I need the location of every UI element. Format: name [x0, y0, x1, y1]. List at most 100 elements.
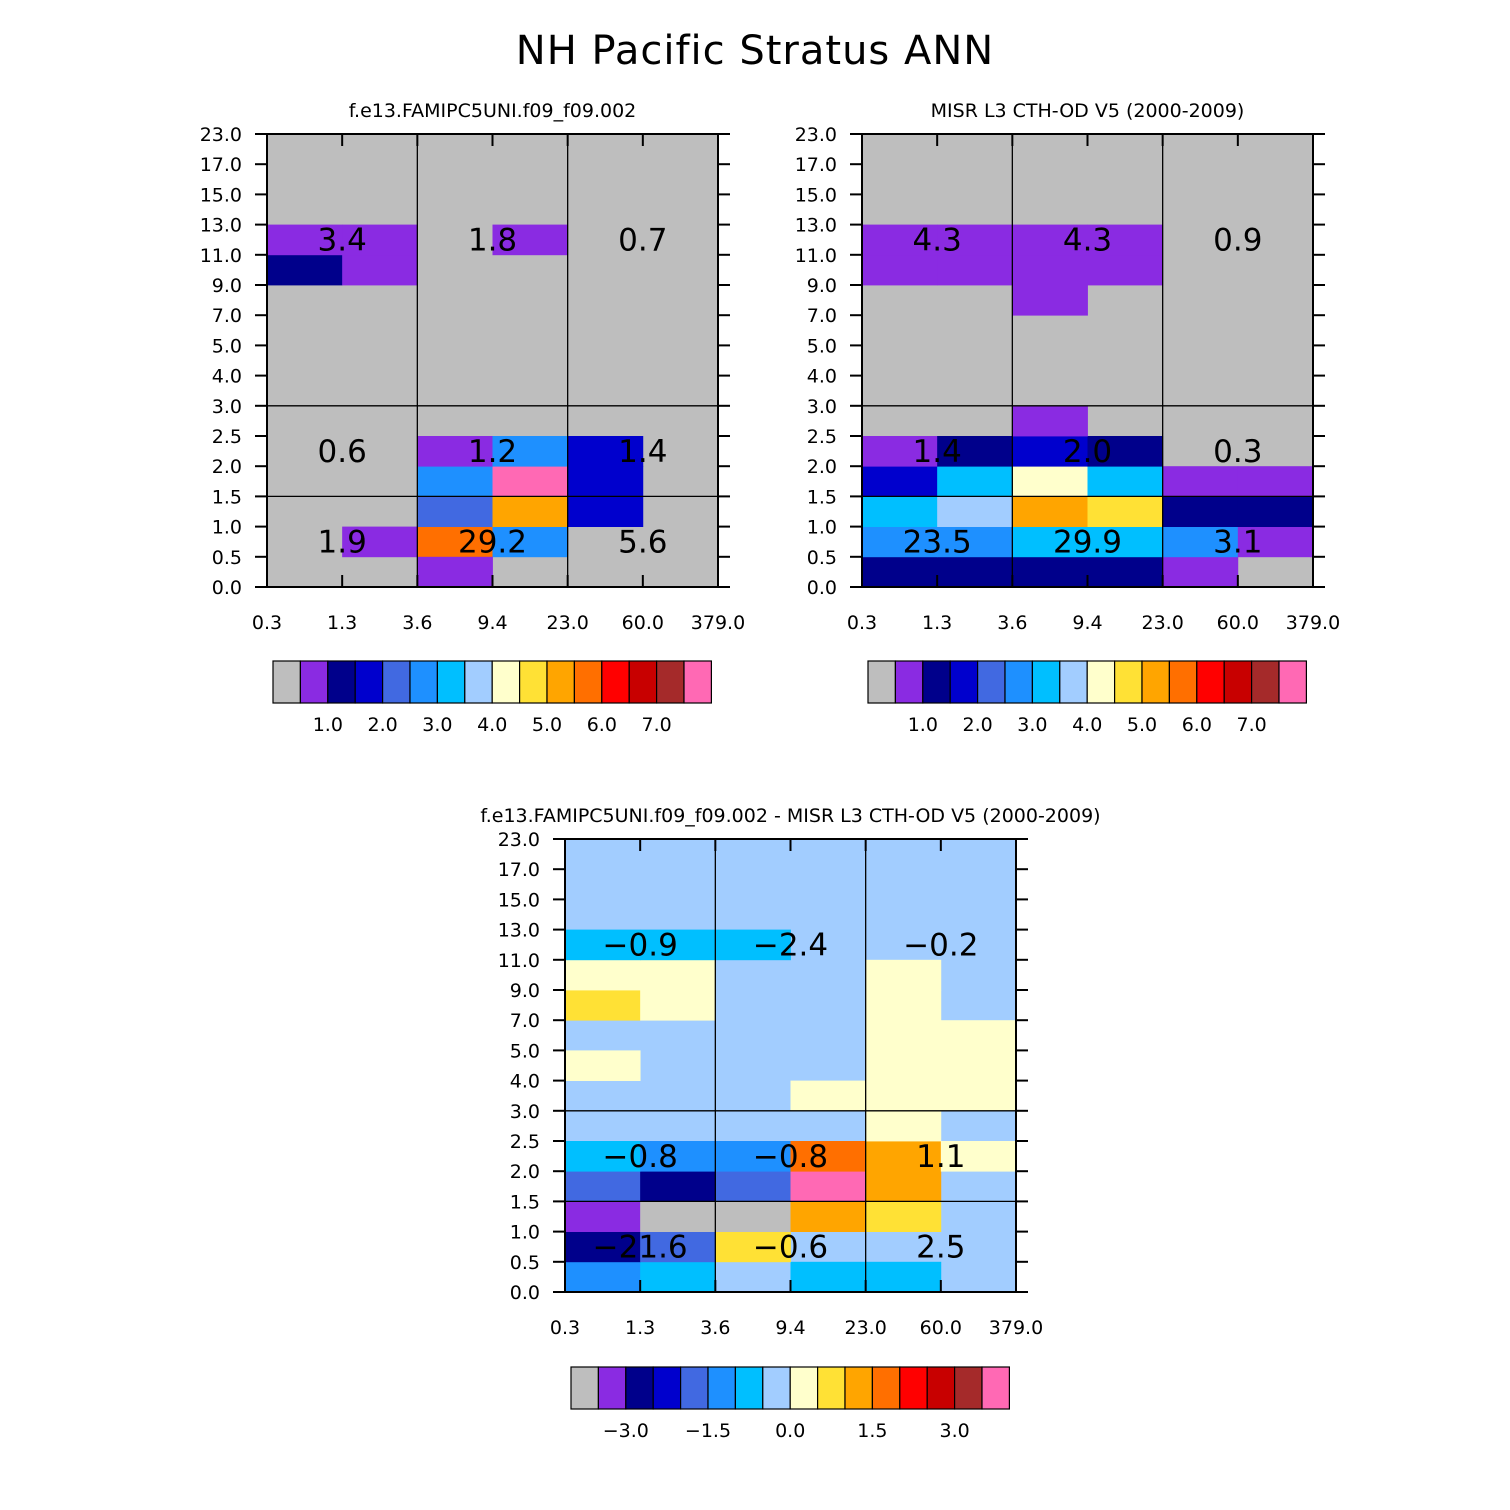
- heatmap-cell: [565, 1201, 641, 1232]
- heatmap-cell: [865, 959, 942, 991]
- heatmap-cell: [715, 1141, 791, 1172]
- heatmap-panel-difference: f.e13.FAMIPC5UNI.f09_f09.002 - MISR L3 C…: [480, 805, 1100, 1442]
- y-tick-label: 7.0: [807, 305, 837, 327]
- colorbar-swatch: [899, 1366, 928, 1410]
- colorbar-swatch: [679, 1366, 709, 1410]
- colorbar-label: 0.0: [775, 1420, 805, 1442]
- heatmap-cell: [1087, 556, 1164, 588]
- box-value-label: 0.9: [1213, 223, 1262, 259]
- box-value-label: 1.9: [318, 525, 367, 561]
- y-tick-label: 2.0: [807, 456, 837, 478]
- y-tick-label: 0.5: [807, 547, 837, 569]
- heatmap-cell: [865, 1110, 942, 1142]
- colorbar-swatch: [655, 660, 685, 704]
- x-tick-label: 379.0: [989, 1317, 1043, 1339]
- heatmap-cell: [640, 990, 716, 1021]
- colorbar-swatch: [981, 1366, 1010, 1410]
- colorbar-label: 5.0: [532, 714, 562, 736]
- heatmap-cell: [790, 1080, 867, 1112]
- colorbar-swatch: [1086, 660, 1116, 704]
- y-tick-label: 5.0: [807, 335, 837, 357]
- heatmap-cell: [790, 1171, 867, 1202]
- x-tick-label: 60.0: [622, 612, 664, 634]
- box-value-label: 29.2: [458, 525, 527, 561]
- heatmap-cell: [937, 526, 1013, 558]
- y-tick-label: 11.0: [498, 950, 540, 972]
- colorbar-swatch: [844, 1366, 873, 1410]
- heatmap-cell: [940, 1080, 1017, 1112]
- colorbar-swatch: [867, 660, 896, 704]
- colorbar-swatch: [1223, 660, 1253, 704]
- colorbar-label: 4.0: [477, 714, 507, 736]
- heatmap-cell: [565, 1261, 641, 1293]
- heatmap-cell: [865, 990, 942, 1021]
- colorbar-swatch: [652, 1366, 682, 1410]
- y-tick-label: 15.0: [498, 889, 540, 911]
- y-tick-label: 23.0: [795, 124, 837, 146]
- heatmap-cell: [640, 929, 716, 961]
- colorbar-swatch: [683, 660, 712, 704]
- heatmap-cell: [862, 224, 938, 256]
- panel-title: MISR L3 CTH-OD V5 (2000-2009): [931, 100, 1245, 122]
- x-tick-label: 379.0: [1286, 612, 1340, 634]
- colorbar-swatch: [1168, 660, 1198, 704]
- colorbar-swatch: [1278, 660, 1307, 704]
- x-tick-label: 0.3: [847, 612, 877, 634]
- colorbar-label: 1.5: [857, 1420, 887, 1442]
- heatmap-cell: [417, 556, 493, 588]
- x-tick-label: 1.3: [922, 612, 952, 634]
- x-tick-label: 1.3: [327, 612, 357, 634]
- colorbar-swatch: [1250, 660, 1280, 704]
- heatmap-cell: [1012, 254, 1088, 286]
- heatmap-cell: [937, 254, 1013, 286]
- colorbar-swatch: [409, 660, 438, 704]
- heatmap-cell: [937, 496, 1013, 527]
- heatmap-cell: [715, 1201, 791, 1232]
- colorbar-label: 7.0: [641, 714, 671, 736]
- colorbar-swatch: [789, 1366, 819, 1410]
- heatmap-cell: [865, 1201, 942, 1232]
- heatmap-cell: [267, 254, 343, 286]
- x-tick-label: 1.3: [625, 1317, 655, 1339]
- heatmap-cell: [940, 1050, 1017, 1081]
- heatmap-cell: [790, 1261, 867, 1293]
- x-tick-label: 23.0: [547, 612, 589, 634]
- heatmap-cell: [1012, 224, 1088, 256]
- y-tick-label: 17.0: [200, 154, 242, 176]
- heatmap-cell: [1012, 556, 1088, 588]
- heatmap-cell: [862, 556, 938, 588]
- colorbar-swatch: [734, 1366, 764, 1410]
- colorbar-label: 2.0: [962, 714, 992, 736]
- colorbar-swatch: [570, 1366, 599, 1410]
- y-tick-label: 0.0: [807, 577, 837, 599]
- heatmap-cell: [1237, 496, 1314, 527]
- y-tick-label: 23.0: [498, 829, 540, 851]
- y-tick-label: 7.0: [212, 305, 242, 327]
- heatmap-cell: [862, 526, 938, 558]
- y-tick-label: 1.0: [510, 1222, 540, 1244]
- heatmap-cell: [567, 436, 644, 467]
- x-tick-label: 23.0: [1142, 612, 1184, 634]
- colorbar-swatch: [299, 660, 329, 704]
- colorbar-label: 5.0: [1127, 714, 1157, 736]
- colorbar-swatch: [518, 660, 548, 704]
- heatmap-cell: [1012, 436, 1088, 467]
- box-value-label: −21.6: [593, 1230, 688, 1266]
- x-tick-label: 3.6: [402, 612, 432, 634]
- y-tick-label: 17.0: [795, 154, 837, 176]
- y-tick-label: 9.0: [807, 275, 837, 297]
- heatmap-cell: [342, 224, 418, 256]
- y-tick-label: 1.5: [807, 486, 837, 508]
- box-value-label: 5.6: [618, 525, 667, 561]
- colorbar-swatch: [1031, 660, 1061, 704]
- colorbar-swatch: [976, 660, 1006, 704]
- colorbar-swatch: [1059, 660, 1088, 704]
- x-tick-label: 3.6: [700, 1317, 730, 1339]
- colorbar-swatch: [922, 660, 951, 704]
- heatmap-cell: [417, 436, 493, 467]
- heatmap-cell: [1012, 526, 1088, 558]
- colorbar-label: 6.0: [587, 714, 617, 736]
- colorbar-swatch: [573, 660, 603, 704]
- box-value-label: 0.6: [318, 434, 367, 470]
